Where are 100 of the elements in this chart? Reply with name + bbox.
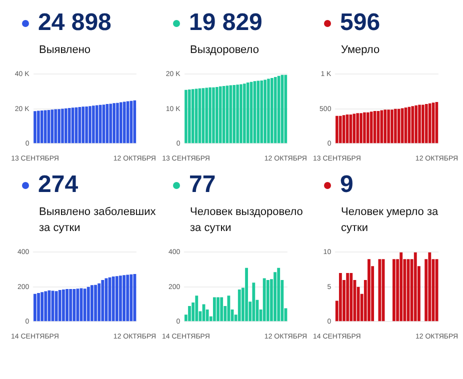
bar [428,252,432,322]
bar [360,113,362,144]
bar [370,112,373,144]
bar [277,268,280,322]
bar [435,259,438,322]
bar [98,283,101,322]
bar [392,259,396,322]
bar [58,109,60,144]
bar [356,113,359,144]
bar [411,106,414,144]
bar [126,274,130,322]
bar [92,106,95,144]
bar [274,76,277,144]
bar [418,104,421,144]
bar [368,259,370,322]
bar [69,288,72,322]
bar [363,112,366,144]
chart-subtitle: Выявлено заболевших за сутки [39,205,157,236]
bar [115,276,118,322]
bar [338,116,342,144]
chart-title: 274 [38,171,78,199]
bar [119,276,122,322]
bar [48,290,51,322]
bar [246,82,250,144]
bar [72,288,76,322]
bar [130,274,133,322]
chart-subtitle: Человек умерло за сутки [341,205,440,236]
bar [109,104,112,144]
bar [195,296,198,322]
bar [390,110,394,144]
bar [274,272,276,322]
bar [88,106,92,144]
bar [101,280,104,322]
chart-subtitle: Человек выздоровело за сутки [190,205,304,236]
bar [95,105,98,144]
bar [245,268,248,322]
bar [414,252,417,322]
bar [394,108,397,144]
bar [236,84,239,144]
bar [58,290,62,322]
bar [350,273,353,322]
bar [54,291,58,322]
bar [33,294,36,322]
bar [112,276,115,322]
bar [270,78,274,144]
bar [387,110,390,144]
bar [68,108,71,144]
bar [191,89,194,144]
bar [44,291,48,322]
bar [212,297,216,322]
bar [66,288,68,322]
bar [188,306,191,322]
bar [122,102,126,144]
bar [338,273,342,322]
bar [83,288,86,322]
bar [384,110,387,144]
bar [54,109,58,144]
bar [267,78,270,144]
bar [243,84,246,144]
bar [212,87,215,144]
bar [220,297,224,322]
bar [238,290,241,322]
bar [424,104,428,144]
bar [260,80,264,144]
bar [252,282,256,322]
bar [414,105,418,144]
bar [227,296,230,322]
chart-title: 19 829 [189,9,262,37]
bar [428,103,432,144]
chart-subtitle: Выздоровело [190,43,260,58]
bar [76,288,80,322]
bar [216,87,218,144]
bar [205,88,208,144]
bar [61,108,64,144]
bar [37,292,40,322]
bar [116,102,119,144]
bar [264,80,266,144]
chart-subtitle: Умерло [341,43,381,58]
bar [400,252,403,322]
chart-title: 9 [340,171,354,199]
bar [37,110,40,144]
bar [184,90,188,144]
bar [378,259,382,322]
bar [366,112,370,144]
bar [218,86,222,144]
bar [82,106,85,144]
bar [262,278,266,322]
bar [346,273,350,322]
chart-title: 24 898 [38,9,112,37]
bar [232,84,236,144]
bar [120,102,122,144]
bar [266,280,270,322]
bar [64,108,68,144]
bar [86,286,90,322]
bar [34,111,36,144]
bar [90,285,94,322]
bar [240,84,242,144]
bar [397,108,400,144]
chart-subtitle: Выявлено [39,43,92,58]
bar [40,292,44,322]
